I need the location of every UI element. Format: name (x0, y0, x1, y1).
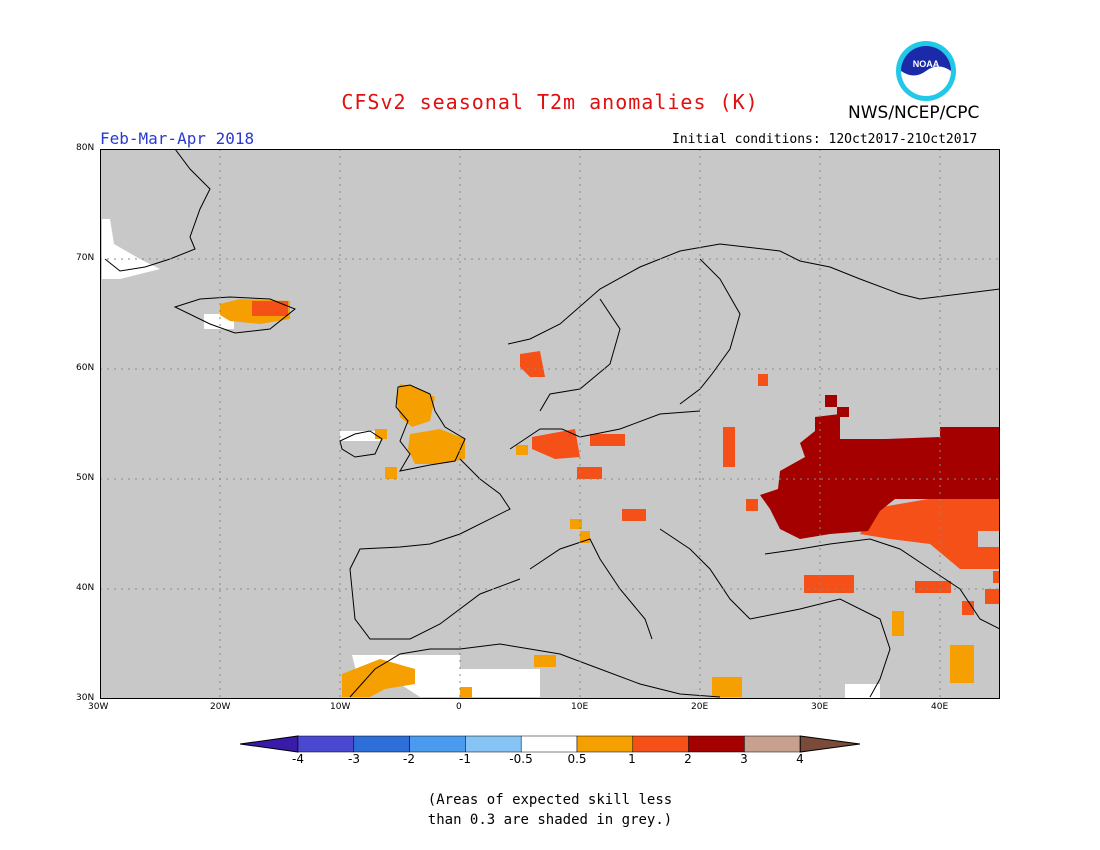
map-background (100, 149, 1000, 699)
colorbar-cell (520, 735, 578, 753)
initial-conditions-label: Initial conditions: 12Oct2017-21Oct2017 (672, 132, 978, 147)
anomaly-map (100, 149, 1000, 699)
lon-label: 10E (571, 702, 589, 712)
colorbar-label: 2 (684, 752, 692, 766)
colorbar-label: -0.5 (509, 752, 533, 766)
colorbar-cell (297, 735, 355, 753)
colorbar-cell (409, 735, 466, 753)
colorbar-cell (632, 735, 689, 753)
warm-anomaly-cells-1-2 (252, 301, 1000, 615)
lon-label: 20W (210, 702, 231, 712)
colorbar-cell (353, 735, 410, 753)
grid-lines (100, 149, 1000, 699)
colorbar-label: 4 (796, 752, 804, 766)
colorbar-low-arrow (240, 735, 299, 753)
colorbar-label: -2 (403, 752, 415, 766)
lat-label: 50N (76, 473, 95, 483)
skill-note-line-1: (Areas of expected skill less (427, 792, 673, 808)
lon-label: 10W (330, 702, 351, 712)
noaa-logo-icon: NOAA (896, 41, 956, 101)
lat-label: 40N (76, 583, 95, 593)
lon-label: 30E (811, 702, 829, 712)
colorbar-label: -1 (459, 752, 471, 766)
colorbar-cell (576, 735, 634, 753)
lon-label: 20E (691, 702, 709, 712)
colorbar-cell (688, 735, 745, 753)
colorbar-cell (465, 735, 522, 753)
lat-label: 70N (76, 253, 95, 263)
colorbar-label: 1 (628, 752, 636, 766)
lon-label: 30W (88, 702, 109, 712)
colorbar-label: 0.5 (567, 752, 587, 766)
chart-title: CFSv2 seasonal T2m anomalies (K) (341, 90, 759, 114)
season-label: Feb-Mar-Apr 2018 (100, 129, 255, 148)
lat-label: 60N (76, 363, 95, 373)
colorbar-high-arrow (799, 735, 860, 753)
lon-label: 0 (456, 702, 462, 712)
colorbar-cell (744, 735, 801, 753)
lon-label: 40E (931, 702, 949, 712)
agency-label: NWS/NCEP/CPC (848, 103, 980, 123)
colorbar-label: -4 (292, 752, 304, 766)
lat-label: 80N (76, 143, 95, 153)
logo-text: NOAA (913, 59, 940, 69)
colorbar-label: -3 (348, 752, 360, 766)
skill-note-line-2: than 0.3 are shaded in grey.) (427, 812, 673, 828)
colorbar (240, 735, 860, 753)
colorbar-label: 3 (740, 752, 748, 766)
lat-label: 30N (76, 693, 95, 703)
